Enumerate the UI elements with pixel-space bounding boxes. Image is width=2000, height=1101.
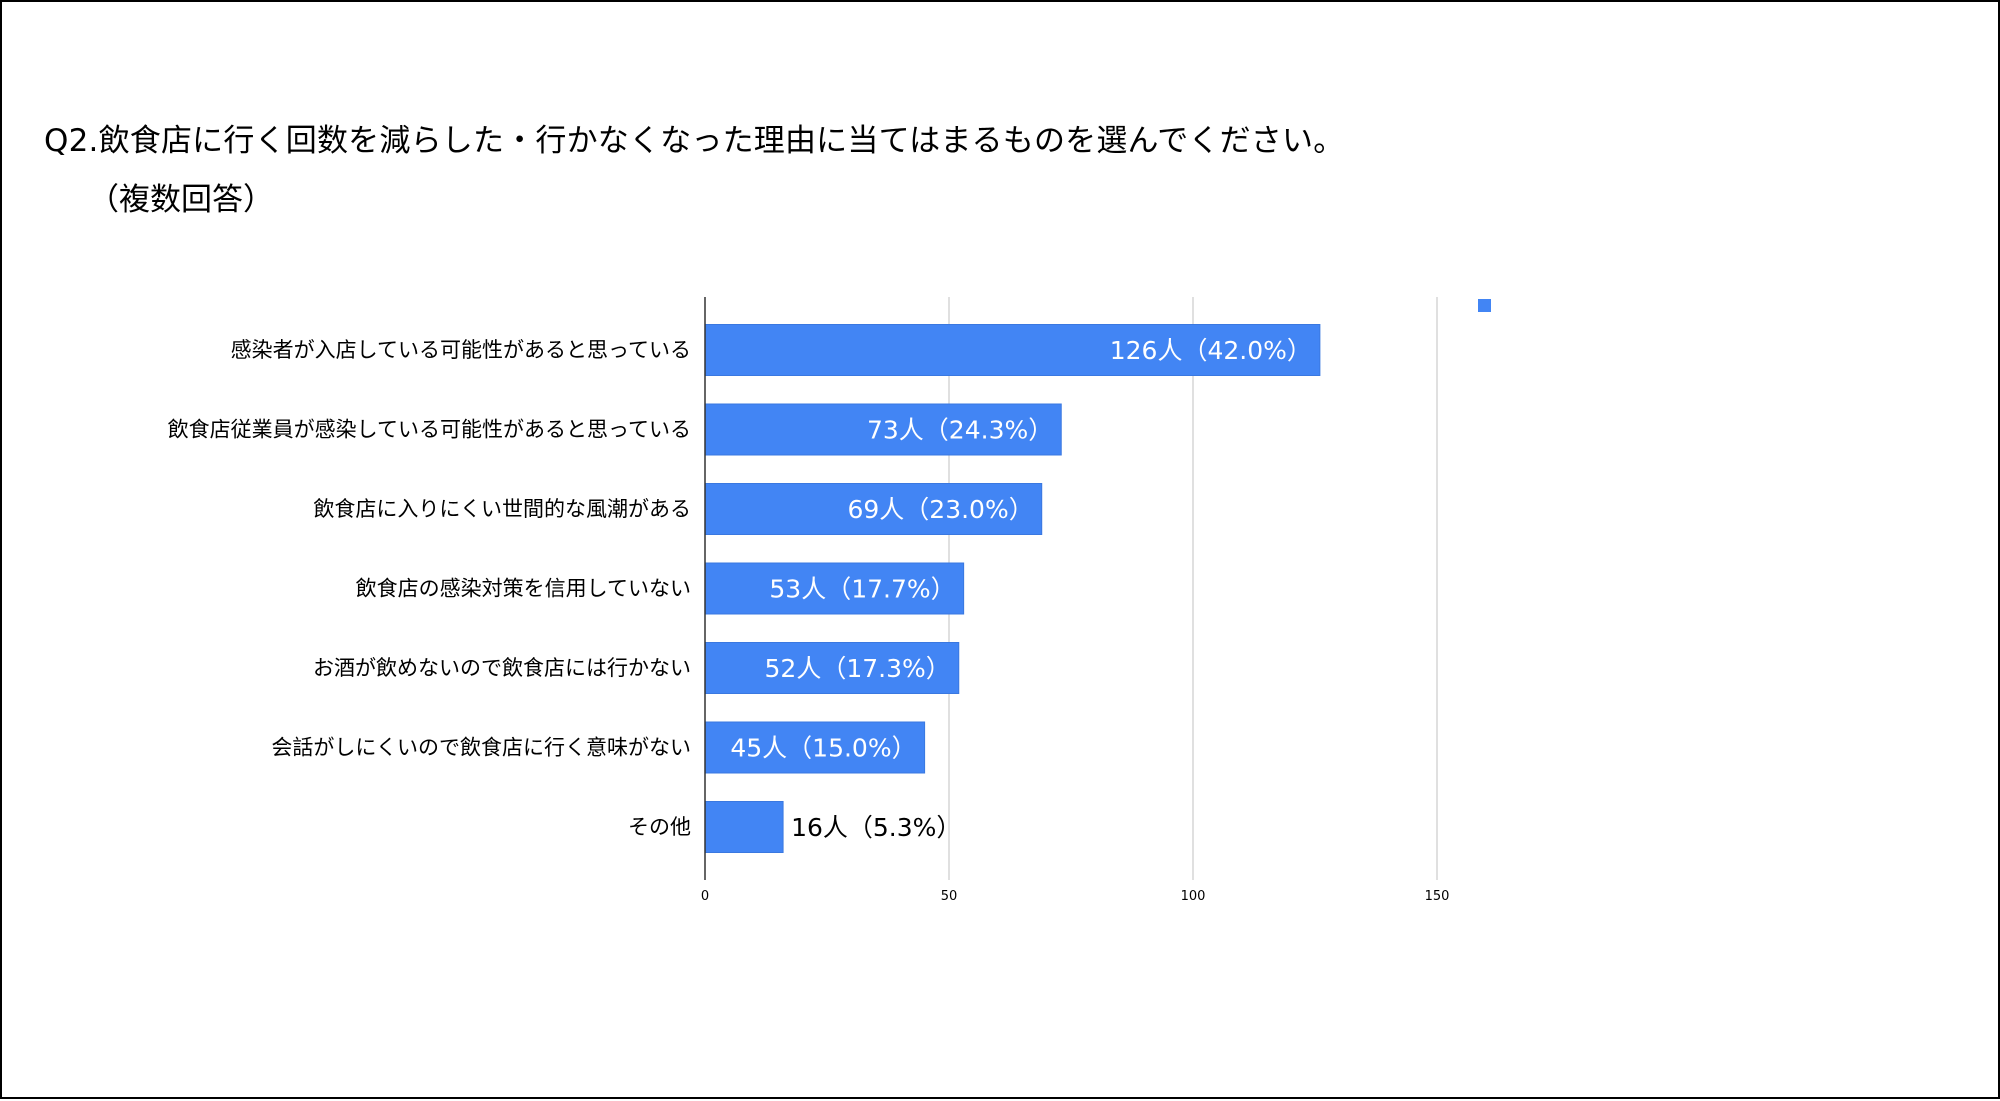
data-label: 53人（17.7%） [769,575,955,604]
category-label: 感染者が入店している可能性があると思っている [231,338,691,362]
bar [704,483,1043,535]
data-label: 126人（42.0%） [1110,336,1312,365]
data-label: 16人（5.3%） [791,813,961,842]
category-label: 飲食店に入りにくい世間的な風潮がある [313,497,691,521]
bar [704,721,926,774]
legend-swatch [1478,299,1491,312]
chart-title: Q2.飲食店に行く回数を減らした・行かなくなった理由に当てはまるものを選んでくだ… [44,123,1345,159]
chart-subtitle: （複数回答） [88,182,274,218]
bar [704,324,1321,376]
bar [704,562,965,615]
category-label: 会話がしにくいので飲食店に行く意味がない [271,736,691,760]
x-tick-label: 150 [1425,889,1450,904]
bar [704,801,784,853]
category-label: その他 [628,815,691,839]
data-label: 45人（15.0%） [730,734,916,763]
category-label: お酒が飲めないので飲食店には行かない [313,656,691,680]
bar [704,642,960,694]
category-label: 飲食店の感染対策を信用していない [356,577,691,601]
x-tick-label: 100 [1181,889,1206,904]
x-tick-label: 50 [941,889,958,904]
x-tick-label: 0 [701,889,709,904]
data-label: 73人（24.3%） [867,416,1053,445]
bar [704,403,1062,456]
category-label: 飲食店従業員が感染している可能性があると思っている [168,418,691,442]
data-label: 52人（17.3%） [765,654,951,683]
data-label: 69人（23.0%） [847,495,1033,524]
